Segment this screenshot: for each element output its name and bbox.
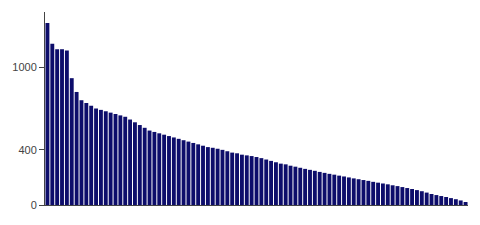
svg-text:1000: 1000 <box>12 61 36 73</box>
svg-text:0: 0 <box>31 199 37 211</box>
svg-text:400: 400 <box>18 144 36 156</box>
